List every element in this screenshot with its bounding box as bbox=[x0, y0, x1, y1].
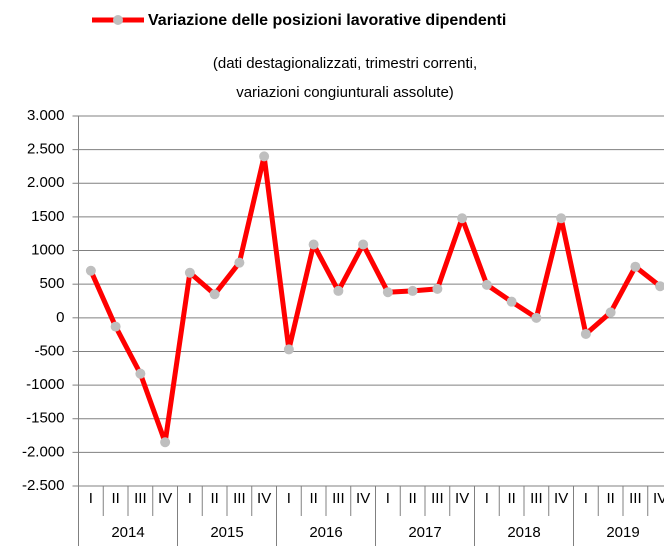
x-tick-label: II bbox=[507, 490, 515, 507]
point bbox=[605, 307, 616, 318]
x-tick-label: III bbox=[629, 490, 642, 507]
point bbox=[333, 285, 344, 296]
point bbox=[630, 261, 641, 272]
x-tick-label: III bbox=[134, 490, 147, 507]
y-tick-label: 1500 bbox=[31, 208, 64, 225]
x-tick-label: I bbox=[386, 490, 390, 507]
y-tick-label: 500 bbox=[39, 275, 64, 292]
y-tick-label: -2.000 bbox=[22, 443, 65, 460]
point bbox=[259, 151, 270, 162]
x-tick-label: III bbox=[431, 490, 444, 507]
point bbox=[85, 265, 96, 276]
x-tick-label: I bbox=[485, 490, 489, 507]
point bbox=[160, 437, 171, 448]
point bbox=[481, 279, 492, 290]
year-label: 2018 bbox=[507, 524, 540, 541]
x-tick-label: II bbox=[309, 490, 317, 507]
point bbox=[135, 368, 146, 379]
x-tick-label: II bbox=[210, 490, 218, 507]
y-tick-label: 0 bbox=[56, 309, 64, 326]
point bbox=[531, 312, 542, 323]
subtitle: variazioni congiunturali assolute) bbox=[236, 84, 454, 101]
point bbox=[358, 239, 369, 250]
x-tick-label: I bbox=[287, 490, 291, 507]
point bbox=[432, 283, 443, 294]
x-tick-label: III bbox=[332, 490, 345, 507]
y-tick-label: 2.000 bbox=[27, 174, 65, 191]
point bbox=[234, 257, 245, 268]
point bbox=[457, 213, 468, 224]
year-label: 2014 bbox=[111, 524, 144, 541]
legend-marker bbox=[113, 15, 123, 25]
x-tick-label: III bbox=[233, 490, 246, 507]
x-tick-label: III bbox=[530, 490, 543, 507]
x-tick-label: I bbox=[584, 490, 588, 507]
x-tick-label: IV bbox=[653, 490, 664, 507]
line-series bbox=[88, 153, 662, 445]
x-tick-label: II bbox=[111, 490, 119, 507]
x-tick-label: IV bbox=[356, 490, 370, 507]
point bbox=[556, 213, 567, 224]
point bbox=[655, 281, 664, 292]
x-tick-label: IV bbox=[554, 490, 568, 507]
y-tick-label: 1000 bbox=[31, 242, 64, 259]
y-tick-label: -1000 bbox=[26, 376, 64, 393]
y-tick-label: -2.500 bbox=[22, 477, 65, 494]
point bbox=[184, 267, 195, 278]
point bbox=[580, 328, 591, 339]
year-label: 2015 bbox=[210, 524, 243, 541]
point bbox=[308, 239, 319, 250]
x-tick-label: I bbox=[89, 490, 93, 507]
legend-label: Variazione delle posizioni lavorative di… bbox=[148, 12, 506, 29]
point bbox=[506, 296, 517, 307]
point bbox=[407, 285, 418, 296]
y-tick-label: 2.500 bbox=[27, 141, 65, 158]
subtitle: (dati destagionalizzati, trimestri corre… bbox=[213, 55, 477, 72]
x-tick-label: II bbox=[408, 490, 416, 507]
x-tick-label: IV bbox=[257, 490, 271, 507]
point bbox=[110, 321, 121, 332]
y-tick-label: -500 bbox=[34, 342, 64, 359]
year-label: 2017 bbox=[408, 524, 441, 541]
x-tick-label: IV bbox=[455, 490, 469, 507]
x-tick-label: IV bbox=[158, 490, 172, 507]
x-tick-label: I bbox=[188, 490, 192, 507]
year-label: 2019 bbox=[606, 524, 639, 541]
point bbox=[382, 287, 393, 298]
x-tick-label: II bbox=[606, 490, 614, 507]
point bbox=[283, 344, 294, 355]
y-tick-label: -1500 bbox=[26, 410, 64, 427]
point bbox=[209, 289, 220, 300]
year-label: 2016 bbox=[309, 524, 342, 541]
y-tick-label: 3.000 bbox=[27, 107, 65, 124]
